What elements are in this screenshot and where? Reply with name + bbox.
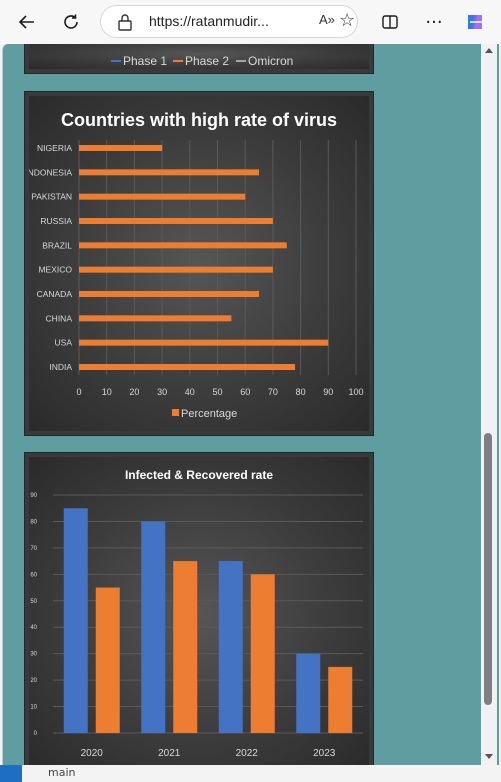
chart-title: Infected & Recovered rate xyxy=(125,468,273,482)
category-label: RUSSIA xyxy=(40,216,72,226)
x-tick-label: 10 xyxy=(102,387,112,397)
category-label: BRAZIL xyxy=(42,240,72,250)
x-tick-label: 80 xyxy=(296,387,306,397)
bar xyxy=(173,561,198,733)
x-tick-label: 2023 xyxy=(313,748,336,759)
bar xyxy=(79,218,273,224)
x-tick-label: 50 xyxy=(212,387,222,397)
y-tick-label: 90 xyxy=(30,493,37,499)
x-tick-label: 0 xyxy=(76,387,81,397)
bar xyxy=(79,364,296,370)
y-tick-label: 60 xyxy=(30,572,37,578)
lock-icon[interactable] xyxy=(117,13,133,31)
phase-chart-panel: Phase 1 Phase 2 Omicron xyxy=(24,44,374,74)
status-text: main xyxy=(48,766,76,779)
y-tick-label: 50 xyxy=(30,599,37,605)
read-aloud-icon[interactable]: A» xyxy=(319,12,335,27)
favorite-star-icon[interactable]: ☆ xyxy=(339,10,356,31)
bar xyxy=(95,587,120,733)
bar xyxy=(218,561,243,733)
legend-swatch xyxy=(172,409,179,416)
x-tick-label: 60 xyxy=(240,387,250,397)
browser-toolbar: https://ratanmudir... A» ☆ ··· xyxy=(0,0,501,44)
scroll-down-arrow-icon[interactable] xyxy=(485,754,493,759)
x-tick-label: 70 xyxy=(268,387,278,397)
legend-label: Omicron xyxy=(248,54,293,68)
infected-recovered-bar-chart: Infected & Recovered rate 0 10 20 30 40 50 60 70… xyxy=(30,468,363,759)
category-label: INDONESIA xyxy=(29,167,72,177)
bar xyxy=(250,574,275,733)
y-tick-label: 20 xyxy=(30,678,37,684)
bar xyxy=(296,653,321,733)
bar xyxy=(79,169,260,176)
x-tick-label: 40 xyxy=(185,387,195,397)
x-tick-label: 30 xyxy=(157,387,167,397)
countries-chart-panel: Countries with high rate of virus 0 10 20 30… xyxy=(24,91,374,436)
infected-recovered-chart-panel: Infected & Recovered rate 0 10 20 30 40 50 60 70… xyxy=(24,452,374,765)
y-tick-label: 70 xyxy=(30,546,37,552)
bar xyxy=(79,145,163,151)
back-arrow-icon[interactable] xyxy=(12,7,42,37)
status-accent xyxy=(0,765,22,782)
x-tick-label: 2020 xyxy=(81,748,104,759)
bar xyxy=(328,666,353,733)
bar xyxy=(79,266,273,273)
legend-label: Phase 1 xyxy=(123,54,167,68)
split-screen-icon[interactable] xyxy=(375,7,405,37)
page-scrollbar[interactable] xyxy=(481,44,497,765)
address-bar[interactable]: https://ratanmudir... A» ☆ xyxy=(100,5,358,38)
bar xyxy=(79,193,246,200)
copilot-icon[interactable] xyxy=(460,7,490,37)
category-label: NIGERIA xyxy=(37,143,72,153)
bar xyxy=(79,315,232,322)
x-tick-label: 90 xyxy=(323,387,333,397)
y-tick-label: 0 xyxy=(34,731,38,737)
scrollbar-thumb[interactable] xyxy=(484,433,492,705)
category-label: PAKISTAN xyxy=(31,192,72,202)
more-options-icon[interactable]: ··· xyxy=(425,11,443,33)
x-tick-label: 2022 xyxy=(236,748,259,759)
countries-bar-chart: Countries with high rate of virus 0 10 20 30… xyxy=(29,110,364,420)
y-tick-label: 80 xyxy=(30,519,37,525)
bar xyxy=(79,339,329,346)
bar xyxy=(63,508,88,733)
category-label: CANADA xyxy=(37,289,73,299)
x-tick-label: 100 xyxy=(348,387,363,397)
y-tick-label: 10 xyxy=(30,705,37,711)
category-label: USA xyxy=(55,338,73,348)
x-tick-label: 2021 xyxy=(158,748,181,759)
bar xyxy=(79,242,287,249)
status-bar: main xyxy=(0,765,501,782)
y-tick-label: 30 xyxy=(30,652,37,658)
bar xyxy=(141,521,166,733)
page-viewport: Phase 1 Phase 2 Omicron Countries with hig… xyxy=(2,44,499,765)
refresh-icon[interactable] xyxy=(56,7,86,37)
bar xyxy=(79,291,260,297)
y-tick-label: 40 xyxy=(30,625,37,631)
legend-label: Percentage xyxy=(181,408,237,420)
category-label: INDIA xyxy=(49,362,72,372)
scroll-up-arrow-icon[interactable] xyxy=(485,48,493,53)
category-label: CHINA xyxy=(46,313,73,323)
chart-title: Countries with high rate of virus xyxy=(61,110,337,130)
phase-legend: Phase 1 Phase 2 Omicron xyxy=(111,54,293,68)
x-tick-label: 20 xyxy=(129,387,139,397)
url-text[interactable]: https://ratanmudir... xyxy=(149,13,269,29)
category-label: MEXICO xyxy=(38,265,72,275)
legend-label: Phase 2 xyxy=(185,54,229,68)
